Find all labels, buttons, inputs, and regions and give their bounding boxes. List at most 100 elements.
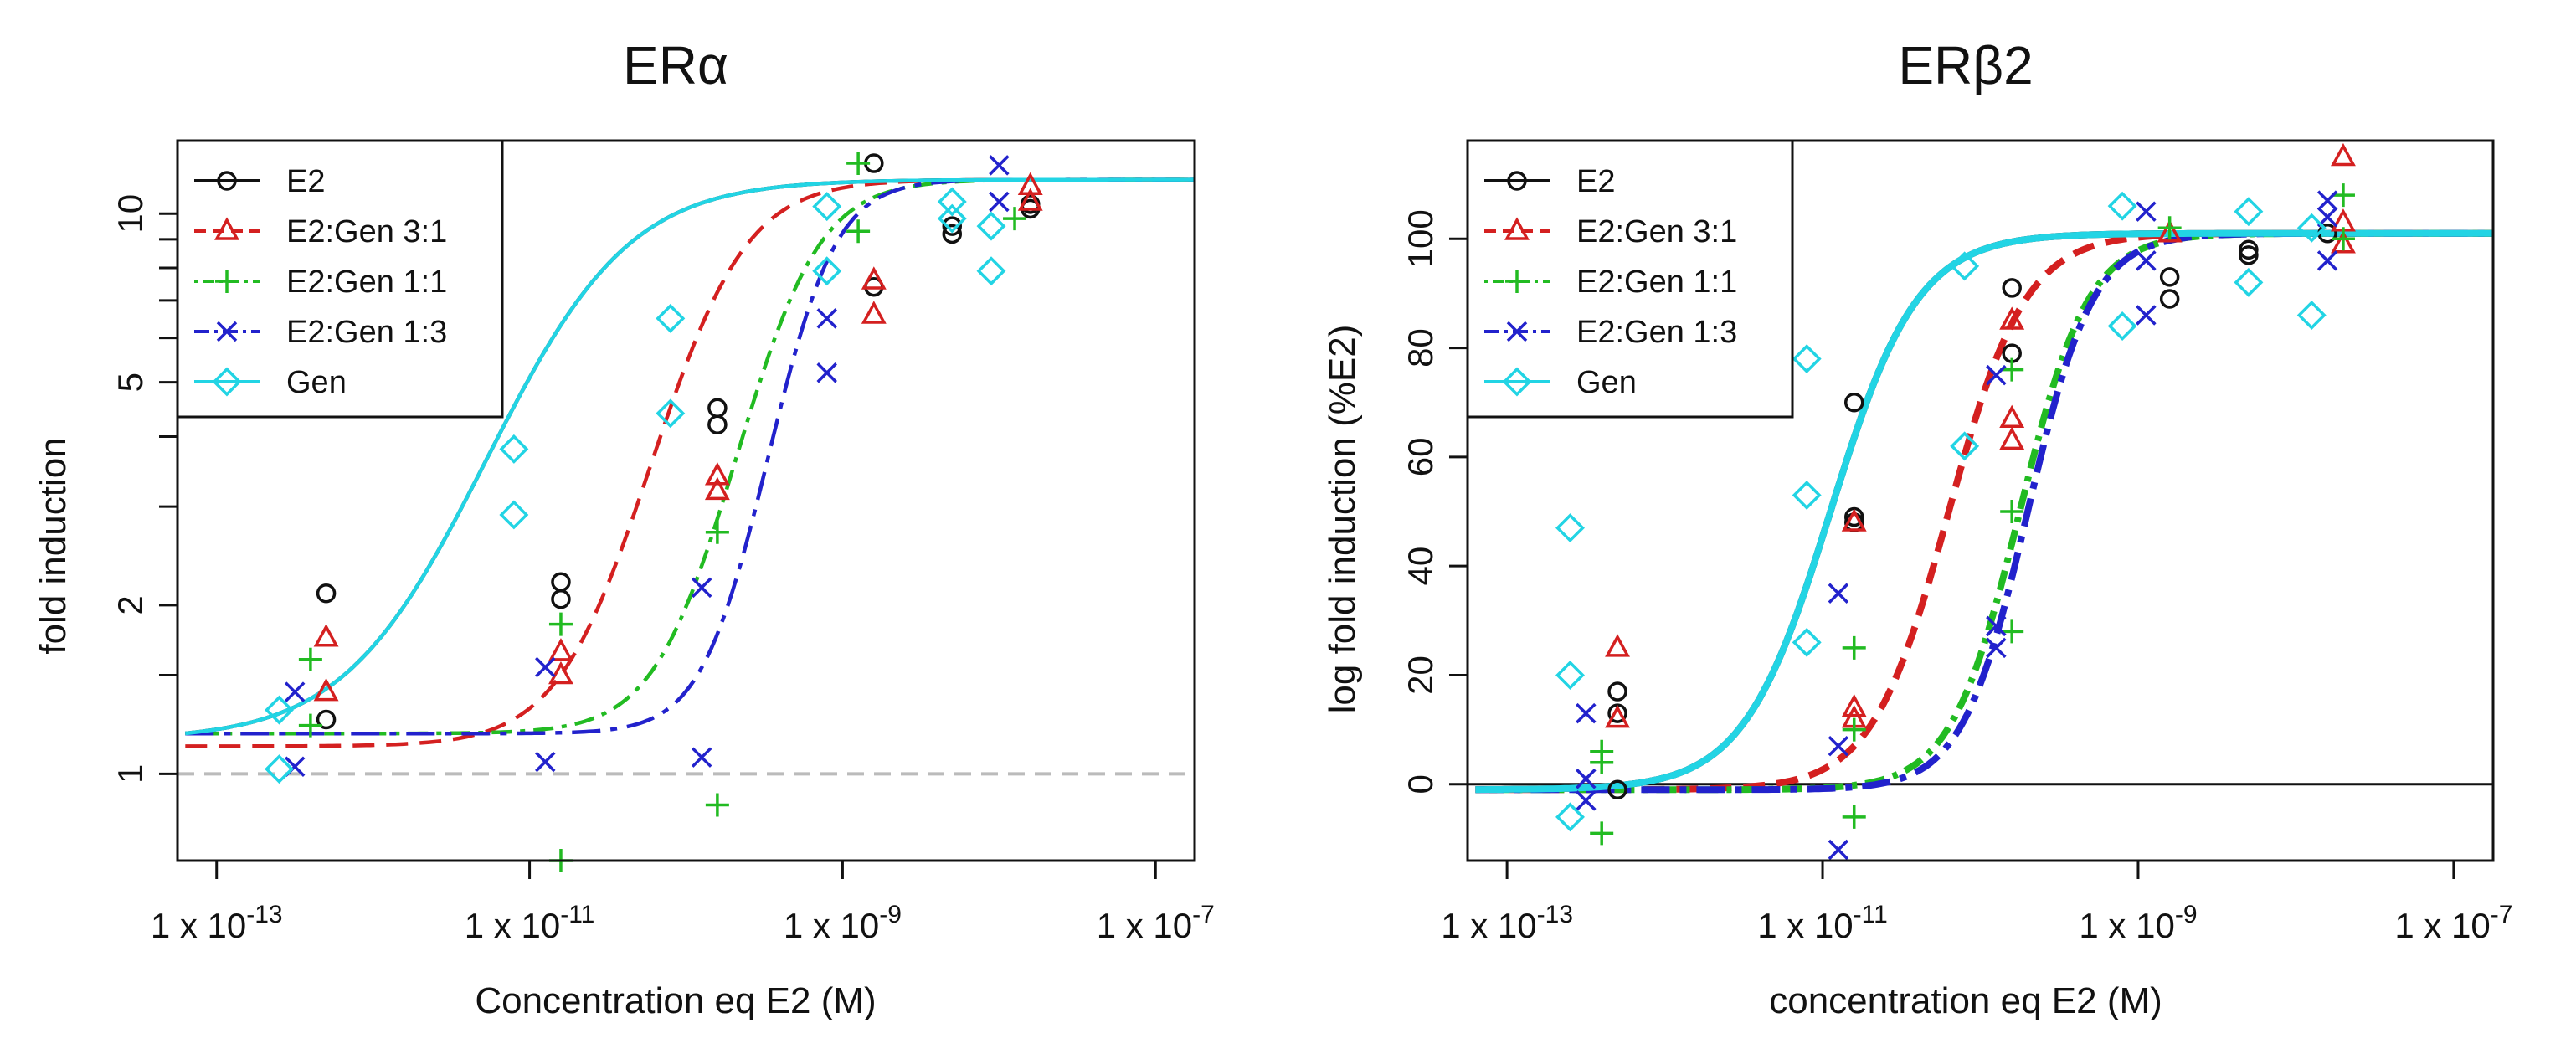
x-tick-label: 1 x 10-9	[2079, 901, 2197, 945]
data-point	[2107, 311, 2137, 341]
data-point	[2234, 197, 2264, 227]
y-axis-label: fold induction	[33, 437, 74, 654]
x-tick-label: 1 x 10-13	[1441, 901, 1573, 945]
x-tick-base: 1 x 10	[1441, 906, 1536, 945]
legend-marker	[1506, 321, 1528, 342]
legend-item: E2	[194, 164, 325, 199]
data-point	[1828, 839, 1849, 861]
data-point	[316, 583, 337, 604]
legend-label: E2:Gen 1:3	[1576, 315, 1737, 350]
data-point	[1999, 404, 2025, 429]
legend-marker	[212, 367, 242, 397]
data-point	[704, 462, 730, 486]
legend-marker	[214, 217, 239, 240]
x-axis-label: concentration eq E2 (M)	[1769, 980, 2162, 1021]
legend-label: E2:Gen 3:1	[286, 214, 447, 249]
data-point	[812, 256, 842, 286]
chart-panel-er-beta2: ERβ2 log fold induction (%E2) concentrat…	[1322, 35, 2512, 1021]
data-point	[2000, 357, 2024, 382]
y-tick-label: 60	[1401, 438, 1440, 477]
series-points-2	[1590, 183, 2355, 846]
data-point	[2157, 216, 2182, 240]
data-point	[942, 216, 963, 236]
data-point	[2296, 213, 2327, 243]
data-point	[2331, 142, 2356, 167]
data-point	[1999, 426, 2025, 450]
y-tick-label: 2	[111, 595, 150, 614]
data-point	[1986, 637, 2007, 659]
x-tick-exponent: -13	[246, 901, 282, 928]
data-point	[1003, 207, 1027, 231]
series-points-0	[1607, 224, 2337, 800]
series-points-4	[265, 187, 1006, 784]
data-point	[937, 187, 967, 217]
data-point	[2000, 619, 2024, 644]
legend-item: E2:Gen 3:1	[1484, 214, 1737, 249]
x-axis-label: Concentration eq E2 (M)	[475, 980, 876, 1021]
y-tick-label: 0	[1401, 774, 1440, 794]
x-tick-exponent: -7	[2491, 901, 2513, 928]
series-points-1	[1605, 142, 2356, 728]
data-point	[2331, 227, 2355, 251]
data-point	[816, 362, 837, 383]
data-point	[1842, 635, 1866, 660]
legend-item: Gen	[194, 365, 347, 400]
data-point	[846, 152, 871, 176]
data-point	[861, 301, 887, 324]
x-tick-label: 1 x 10-11	[1757, 901, 1888, 945]
legend: E2 E2:Gen 3:1 E2:Gen 1:1 E2:Gen 1:3 Gen	[1466, 139, 1794, 419]
data-point	[2107, 191, 2137, 221]
x-tick-exponent: -9	[2175, 901, 2198, 928]
legend-marker	[216, 321, 238, 342]
data-point	[1605, 704, 1630, 728]
data-point	[313, 624, 339, 647]
data-point	[548, 612, 573, 636]
data-point	[1842, 717, 1866, 742]
legend-item: E2:Gen 3:1	[194, 214, 447, 249]
data-point	[2136, 305, 2157, 326]
chart-panel-er-alpha: ERα fold induction Concentration eq E2 (…	[33, 35, 1215, 1021]
data-point	[1950, 251, 1980, 281]
legend-label: E2	[1576, 164, 1615, 199]
data-point	[316, 709, 337, 730]
fit-curves	[1475, 229, 2493, 794]
x-tick-label: 1 x 10-13	[151, 901, 283, 945]
data-point	[2136, 201, 2157, 222]
data-point	[2239, 245, 2259, 265]
legend-marker	[1505, 270, 1529, 293]
x-tick-label: 1 x 10-7	[1097, 901, 1215, 945]
x-tick-exponent: -11	[1854, 901, 1888, 928]
data-point	[2316, 250, 2338, 271]
data-point	[298, 713, 322, 738]
data-point	[265, 754, 294, 784]
data-point	[656, 398, 686, 429]
x-tick-base: 1 x 10	[2394, 906, 2490, 945]
y-tick-label: 80	[1401, 328, 1440, 368]
y-tick-label: 5	[111, 373, 150, 392]
data-point	[1828, 583, 1849, 604]
y-tick-label: 20	[1401, 655, 1440, 695]
data-point	[2296, 301, 2327, 330]
legend-label: Gen	[1576, 365, 1637, 400]
data-point	[937, 203, 967, 234]
data-point	[656, 303, 686, 333]
data-point	[2239, 239, 2259, 260]
data-point	[1590, 821, 1614, 846]
legend-item: E2:Gen 1:1	[1484, 265, 1737, 300]
data-point	[1828, 735, 1849, 757]
legend-item: Gen	[1484, 365, 1637, 400]
data-point	[861, 266, 887, 290]
data-point	[1590, 750, 1614, 774]
data-point	[1843, 392, 1864, 413]
data-point	[2331, 230, 2356, 254]
data-point	[707, 398, 728, 419]
x-tick-exponent: -7	[1192, 901, 1215, 928]
data-point	[535, 751, 556, 773]
chart-title: ERβ2	[1898, 35, 2033, 95]
legend-item: E2:Gen 1:3	[194, 315, 447, 350]
plot-frame	[1466, 139, 2495, 862]
data-point	[2331, 183, 2355, 208]
chart-title: ERα	[623, 35, 728, 95]
